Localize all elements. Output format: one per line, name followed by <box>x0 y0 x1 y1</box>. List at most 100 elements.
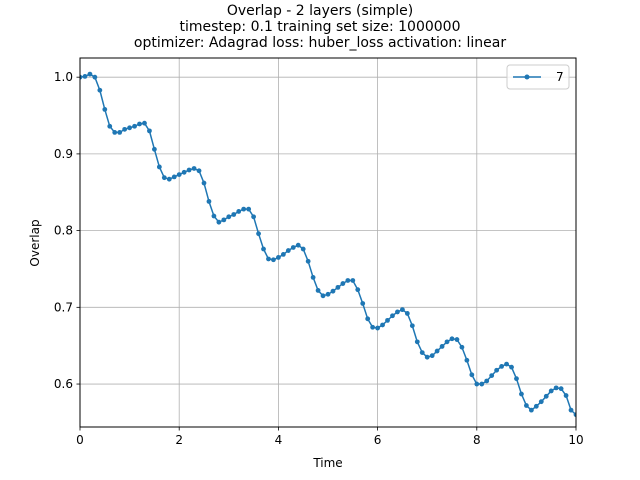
data-point <box>409 323 415 329</box>
y-tick-label: 0.7 <box>54 300 73 314</box>
data-point <box>400 307 405 313</box>
data-point <box>365 316 371 322</box>
data-point <box>429 353 435 359</box>
data-point <box>424 354 430 360</box>
data-point <box>370 324 376 330</box>
data-point <box>132 123 137 129</box>
data-point <box>137 121 142 127</box>
data-point <box>271 257 276 263</box>
y-tick-label: 0.8 <box>54 224 73 238</box>
data-point <box>548 388 554 394</box>
data-point <box>147 128 152 134</box>
data-point <box>186 167 192 173</box>
data-point <box>261 246 266 252</box>
data-point <box>87 71 93 77</box>
data-point <box>345 278 351 283</box>
data-point <box>92 74 98 80</box>
data-point <box>350 278 356 283</box>
data-point <box>300 246 306 252</box>
data-point <box>499 364 504 369</box>
data-point <box>246 206 252 212</box>
data-point <box>152 146 157 152</box>
x-axis-label: Time <box>312 456 342 470</box>
chart-title: Overlap - 2 layers (simple) timestep: 0.… <box>134 3 506 51</box>
data-point <box>390 313 395 319</box>
data-point <box>404 311 410 316</box>
data-point <box>479 381 485 387</box>
data-point <box>191 166 197 171</box>
data-point <box>484 378 490 384</box>
data-point <box>494 367 500 373</box>
data-point <box>573 412 576 418</box>
data-point <box>340 281 346 286</box>
data-point <box>533 403 539 409</box>
data-point <box>454 337 460 342</box>
y-tick-label: 0.9 <box>54 147 73 161</box>
data-point <box>528 407 534 413</box>
data-point <box>102 107 108 112</box>
data-point <box>295 242 301 248</box>
axis-ticks: 0 2 4 6 8 10 0.6 0.7 0.8 0.9 1.0 <box>54 70 584 447</box>
data-point <box>335 284 341 290</box>
x-tick-label: 2 <box>175 433 183 447</box>
data-point <box>166 176 172 182</box>
x-tick-label: 0 <box>76 433 84 447</box>
data-point <box>310 275 316 280</box>
plot-frame <box>79 57 577 428</box>
data-point <box>206 199 212 204</box>
data-point <box>504 361 509 367</box>
data-point <box>469 372 475 378</box>
chart-title-line-3: optimizer: Adagrad loss: huber_loss acti… <box>134 35 506 51</box>
data-point <box>538 399 544 405</box>
data-point <box>181 169 187 175</box>
data-point <box>474 381 480 387</box>
data-point <box>330 288 336 294</box>
data-point <box>231 212 237 217</box>
data-point <box>266 256 271 262</box>
chart-title-line-2: timestep: 0.1 training set size: 1000000 <box>180 19 461 35</box>
data-point <box>419 350 425 355</box>
data-point <box>325 291 331 297</box>
data-point <box>524 403 529 408</box>
data-point <box>80 74 83 80</box>
data-point <box>117 130 123 135</box>
data-point <box>211 213 217 219</box>
legend: 7 <box>506 64 570 90</box>
y-axis-label: Overlap <box>28 219 42 266</box>
data-point <box>97 87 103 93</box>
data-point <box>568 407 574 413</box>
x-tick-label: 10 <box>568 433 583 447</box>
data-point <box>320 293 326 299</box>
data-point <box>355 287 361 293</box>
data-point <box>251 214 256 220</box>
data-point <box>449 336 455 342</box>
data-point <box>161 175 167 181</box>
chart-title-line-1: Overlap - 2 layers (simple) <box>227 3 413 19</box>
data-point <box>241 206 247 212</box>
data-point <box>122 126 128 132</box>
data-point <box>395 309 400 315</box>
data-point <box>221 217 227 223</box>
data-point <box>280 251 286 257</box>
data-point <box>360 301 366 306</box>
data-point <box>315 288 321 293</box>
data-point <box>380 322 385 328</box>
legend-marker-sample <box>524 74 530 80</box>
data-point <box>156 164 162 170</box>
data-point <box>176 172 182 178</box>
x-tick-label: 8 <box>473 433 481 447</box>
data-point <box>439 344 445 349</box>
data-point <box>107 123 113 129</box>
data-series <box>80 71 576 418</box>
legend-entry-label: 7 <box>556 70 564 84</box>
data-point <box>285 248 291 253</box>
y-tick-label: 0.6 <box>54 377 73 391</box>
data-point <box>444 339 450 345</box>
data-point <box>434 348 440 354</box>
data-point <box>201 180 207 186</box>
data-point <box>553 385 559 391</box>
data-point <box>385 317 390 323</box>
data-point <box>112 130 118 135</box>
data-point <box>216 219 222 225</box>
